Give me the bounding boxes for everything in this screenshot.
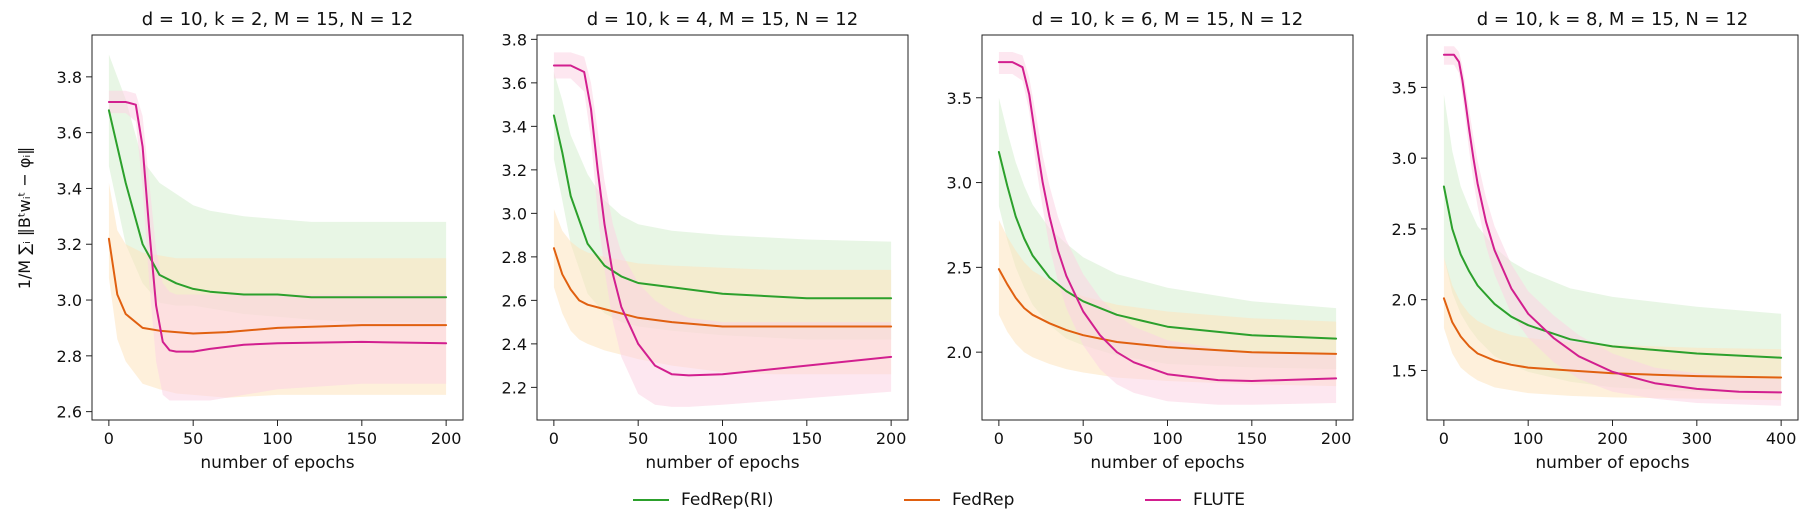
panel-3-ytick-label: 2.0	[947, 343, 972, 362]
panel-1-ytick-label: 3.8	[57, 68, 82, 87]
panel-1-band-flute	[108, 90, 447, 401]
panel-4-xtick-label: 400	[1766, 429, 1797, 448]
panel-3: d = 10, k = 6, M = 15, N = 12 0 50 100 150 20…	[947, 9, 1354, 473]
panel-2-title: d = 10, k = 4, M = 15, N = 12	[587, 9, 858, 30]
panel-2-ytick-label: 3.0	[502, 204, 527, 223]
panel-3-xtick-label: 0	[994, 429, 1004, 448]
panel-3-xtick-label: 50	[1073, 429, 1093, 448]
panel-3-line-fedrep	[997, 268, 1338, 355]
y-axis-label-group: 1/M ∑ᵢ ‖Bᵗwᵢᵗ − φᵢ‖	[15, 147, 34, 290]
panel-1-line-fedrep-ri-	[107, 109, 448, 299]
panel-2-xtick-label: 150	[792, 429, 823, 448]
panel-1-xtick-label: 50	[183, 429, 203, 448]
panel-1-band-fedrep-ri-	[108, 54, 447, 323]
panel-2-ytick-label: 3.6	[502, 74, 527, 93]
panel-1: d = 10, k = 2, M = 15, N = 12 0 50 100 150 20…	[57, 9, 464, 473]
legend-line-fedrep-ri	[633, 499, 669, 501]
panel-3-xtick-label: 150	[1237, 429, 1268, 448]
panel-4-ytick-label: 1.5	[1392, 361, 1417, 380]
panel-2-ytick-label: 3.4	[502, 117, 527, 136]
panel-4-line-flute	[1442, 53, 1783, 394]
panel-4-ytick-label: 2.0	[1392, 291, 1417, 310]
legend-label-fedrep: FedRep	[952, 490, 1015, 510]
panel-4-xlabel: number of epochs	[1535, 453, 1689, 473]
panel-4-line-fedrep-ri-	[1442, 185, 1783, 359]
panel-4-xtick-label: 0	[1439, 429, 1449, 448]
y-axis-label: 1/M ∑ᵢ ‖Bᵗwᵢᵗ − φᵢ‖	[15, 147, 34, 290]
legend-item-fedrep-ri: FedRep(RI)	[633, 488, 774, 512]
panel-1-title: d = 10, k = 2, M = 15, N = 12	[142, 9, 413, 30]
panel-2-ytick-label: 2.6	[502, 291, 527, 310]
panel-2-xtick-label: 50	[628, 429, 648, 448]
panel-1-xtick-label: 200	[431, 429, 462, 448]
panel-2-ytick-label: 2.2	[502, 378, 527, 397]
panel-1-ytick-label: 3.6	[57, 124, 82, 143]
panel-1-xtick-label: 0	[104, 429, 114, 448]
panel-4-ytick-label: 3.0	[1392, 149, 1417, 168]
panel-2-ytick-label: 2.4	[502, 335, 527, 354]
panel-2-xlabel: number of epochs	[645, 453, 799, 473]
panel-4-xtick-label: 100	[1513, 429, 1544, 448]
panel-1-ytick-label: 3.0	[57, 291, 82, 310]
panel-1-xlabel: number of epochs	[200, 453, 354, 473]
panel-1-ytick-label: 3.2	[57, 235, 82, 254]
panel-4-line-fedrep	[1442, 297, 1783, 379]
panel-1-line-flute	[107, 101, 448, 353]
panel-4-band-fedrep	[1443, 257, 1782, 401]
panel-3-xlabel: number of epochs	[1090, 453, 1244, 473]
legend-line-flute	[1145, 499, 1181, 501]
legend-item-flute: FLUTE	[1145, 488, 1245, 512]
panel-2-ytick-label: 3.2	[502, 161, 527, 180]
panel-3-ytick-label: 3.0	[947, 174, 972, 193]
panel-2-xtick-label: 0	[549, 429, 559, 448]
legend-label-flute: FLUTE	[1193, 490, 1245, 510]
panel-1-ytick-label: 2.6	[57, 403, 82, 422]
panel-4-title: d = 10, k = 8, M = 15, N = 12	[1477, 9, 1748, 30]
panel-4-ytick-label: 2.5	[1392, 220, 1417, 239]
panel-4-band-flute	[1443, 46, 1782, 406]
legend-item-fedrep: FedRep	[904, 488, 1014, 512]
panel-2-ytick-label: 3.8	[502, 30, 527, 49]
panels: d = 10, k = 2, M = 15, N = 12 0 50 100 150 20…	[57, 9, 1799, 473]
panel-4-xtick-label: 200	[1597, 429, 1628, 448]
panel-3-xtick-label: 200	[1321, 429, 1352, 448]
panel-2: d = 10, k = 4, M = 15, N = 12 0 50 100 150 20…	[502, 9, 909, 473]
panel-3-band-flute	[998, 52, 1337, 405]
legend-label-fedrep-ri: FedRep(RI)	[681, 490, 774, 510]
panel-3-title: d = 10, k = 6, M = 15, N = 12	[1032, 9, 1303, 30]
panel-3-line-fedrep-ri-	[997, 151, 1338, 340]
panel-3-ytick-label: 2.5	[947, 258, 972, 277]
panel-2-xtick-label: 200	[876, 429, 907, 448]
panel-3-line-flute	[997, 61, 1338, 382]
panel-1-line-fedrep	[107, 237, 448, 335]
panel-1-xtick-label: 150	[347, 429, 378, 448]
panel-4-ytick-label: 3.5	[1392, 78, 1417, 97]
panel-1-ytick-label: 2.8	[57, 347, 82, 366]
panel-1-xtick-label: 100	[262, 429, 293, 448]
panel-4-xtick-label: 300	[1682, 429, 1713, 448]
panel-3-ytick-label: 3.5	[947, 89, 972, 108]
panel-1-ytick-label: 3.4	[57, 179, 82, 198]
legend-line-fedrep	[904, 499, 940, 501]
panel-4: d = 10, k = 8, M = 15, N = 12 0 100 200 300 4…	[1392, 9, 1799, 473]
panel-2-ytick-label: 2.8	[502, 248, 527, 267]
panel-2-line-fedrep	[552, 247, 893, 328]
panel-2-xtick-label: 100	[707, 429, 738, 448]
panel-3-xtick-label: 100	[1152, 429, 1183, 448]
panel-2-line-fedrep-ri-	[552, 114, 893, 300]
legend: FedRep(RI) FedRep FLUTE	[0, 488, 1806, 512]
panel-2-line-flute	[552, 64, 893, 377]
